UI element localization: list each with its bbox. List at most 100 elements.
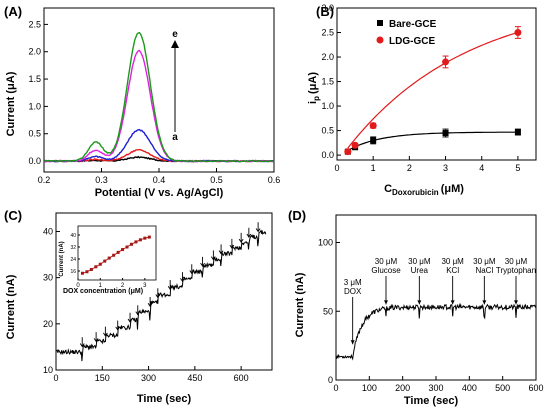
panel-c-arrowhead-3: [115, 326, 121, 331]
panel-a-annotation-a: a: [172, 132, 178, 143]
panel-a-ylabel: Current (μA): [5, 71, 17, 136]
panel-a-x-ticklabel-0: 0.2: [38, 175, 51, 185]
inset-ylabel: Current (nA): [59, 241, 65, 276]
panel-c-inset: 0 1 2 3 16 24 32 40: [70, 225, 157, 289]
panel-d-label: (D): [288, 208, 306, 223]
inset-xlabel: DOX concentration (μM): [63, 288, 143, 295]
panel-d-annotation-name-1: Glucose: [371, 266, 401, 275]
panel-c-x-ticklabel-1: 150: [95, 373, 110, 383]
panel-d-y-ticklabel-2: 100: [318, 238, 333, 248]
panel-b-x-ticklabel-3: 3: [443, 163, 448, 173]
panel-d-arrowhead-0: [350, 340, 355, 345]
inset-point-9: [121, 248, 125, 252]
panel-d-annotation-name-5: Tryptophan: [496, 266, 536, 275]
panel-c-arrowhead-15: [238, 238, 244, 243]
panel-d-annotation-name-3: KCl: [446, 266, 459, 275]
panel-b-point-0-3: [442, 130, 449, 137]
panel-b-frame: [336, 7, 537, 161]
panel-b-point-1-0: [344, 148, 352, 156]
panel-d-annotation-conc-5: 30 μM: [505, 257, 528, 266]
panel-b-point-1-4: [514, 29, 522, 37]
panel-b-x-ticklabel-5: 5: [515, 163, 520, 173]
inset-x-ticklabel-2: 2: [121, 283, 125, 289]
panel-c-trace: [55, 229, 267, 362]
inset-point-8: [116, 250, 120, 254]
panel-b-x-ticklabel-4: 4: [479, 163, 484, 173]
inset-point-2: [89, 268, 93, 271]
panel-c-xlabel: Time (sec): [137, 393, 192, 405]
panel-a-series-line-4: [44, 31, 275, 163]
panel-d-annotation-conc-1: 30 μM: [375, 257, 398, 266]
panel-c-x-ticklabel-2: 300: [141, 373, 156, 383]
panel-a-x-ticklabel-4: 0.6: [268, 175, 281, 185]
inset-point-11: [129, 242, 133, 246]
panel-a-annotation-e: e: [172, 29, 178, 40]
inset-point-15: [147, 235, 151, 239]
panel-c-arrowhead-17: [255, 228, 261, 233]
panel-c-arrowhead-11: [200, 262, 205, 267]
panel-c-arrowhead-5: [135, 311, 141, 316]
panel-d-x-ticklabel-4: 400: [462, 383, 477, 393]
panel-c-ylabel: Current (nA): [5, 274, 17, 339]
panel-b-point-1-3: [442, 58, 450, 66]
panel-d-annotation-name-2: Urea: [411, 266, 429, 275]
inset-y-ticklabel-3: 40: [70, 233, 76, 239]
panel-c-arrowhead-1: [93, 338, 99, 343]
panel-d-annotation-conc-0: 3 μM: [344, 278, 362, 287]
panel-a-y-ticklabel-1: 0.5: [28, 129, 41, 139]
panel-d-arrowhead-1: [384, 300, 388, 305]
panel-b-plot: 0 1 2 3 4 5 0.0 0.5 1.0 1.5 2.0 2.5 3.0: [321, 3, 537, 173]
panel-a-plot: 0.2 0.3 0.4 0.5 0.6 0.0 0.5 1.0 1.5 2.0 2.5: [28, 7, 281, 185]
panel-d-x-ticklabel-1: 100: [362, 383, 377, 393]
panel-a-label: (A): [4, 4, 22, 19]
panel-d-x-ticklabel-0: 0: [333, 383, 338, 393]
inset-y-ticklabel-2: 32: [70, 245, 76, 251]
panel-d-annotation-conc-2: 30 μM: [408, 257, 431, 266]
panel-d-x-ticklabel-5: 500: [495, 383, 510, 393]
panel-d-arrowhead-5: [514, 300, 518, 305]
inset-point-4: [98, 262, 102, 266]
panel-b-y-ticklabel-5: 2.5: [321, 28, 334, 38]
panel-b-y-ticklabel-0: 0.0: [321, 150, 334, 160]
panel-d-x-ticklabel-2: 200: [395, 383, 410, 393]
panel-b-ylabel: ip (μA): [307, 72, 321, 104]
panel-d-arrowhead-2: [417, 300, 422, 305]
panel-b-fit-line-1: [347, 31, 519, 149]
panel-b-y-ticklabel-6: 3.0: [321, 3, 334, 13]
panel-c-arrowhead-13: [218, 250, 224, 255]
legend-marker-ldg-gce: [376, 36, 384, 44]
panel-c-y-ticklabel-3: 40: [43, 226, 53, 236]
panel-b-ylabel-unit: (μA): [307, 72, 319, 94]
panel-c-x-ticklabel-0: 0: [53, 373, 58, 383]
panel-c-y-ticklabel-2: 30: [43, 273, 53, 283]
panel-d-y-ticklabel-0: 0: [328, 375, 333, 385]
panel-d-x-ticklabel-3: 300: [428, 383, 443, 393]
panel-b-y-ticklabel-3: 1.5: [321, 77, 334, 87]
panel-d-trace: [335, 302, 537, 361]
panel-d-arrowhead-4: [482, 300, 487, 305]
panel-c-arrowhead-9: [180, 278, 185, 283]
panel-c-arrowhead-8: [167, 285, 173, 291]
panel-a-y-ticklabel-0: 0.0: [28, 156, 41, 166]
inset-point-7: [112, 253, 116, 257]
legend-marker-bare-gce: [377, 20, 383, 26]
inset-fit-line: [82, 236, 150, 274]
panel-c-arrowhead-14: [229, 244, 235, 249]
inset-x-ticklabel-1: 1: [99, 283, 103, 289]
panel-a-y-ticklabel-3: 1.5: [28, 74, 41, 84]
panel-a-x-ticklabel-3: 0.5: [210, 175, 223, 185]
panel-a-x-ticklabel-2: 0.4: [153, 175, 166, 185]
panel-c-arrowhead-16: [246, 233, 252, 238]
panel-d-frame: [335, 214, 537, 381]
panel-d-xlabel: Time (sec): [404, 395, 459, 407]
panel-a: (A) 0.2 0.3 0.4 0.5 0.6 0.0 0.5 1.0 1.5 2.0 2.5 Po…: [4, 4, 280, 199]
inset-point-1: [85, 270, 89, 274]
inset-point-12: [134, 240, 138, 244]
panel-d-annotation-conc-3: 30 μM: [441, 257, 464, 266]
panel-c-x-ticklabel-4: 600: [234, 373, 249, 383]
panel-b-fit-line-0: [347, 131, 518, 152]
inset-point-5: [103, 259, 107, 263]
